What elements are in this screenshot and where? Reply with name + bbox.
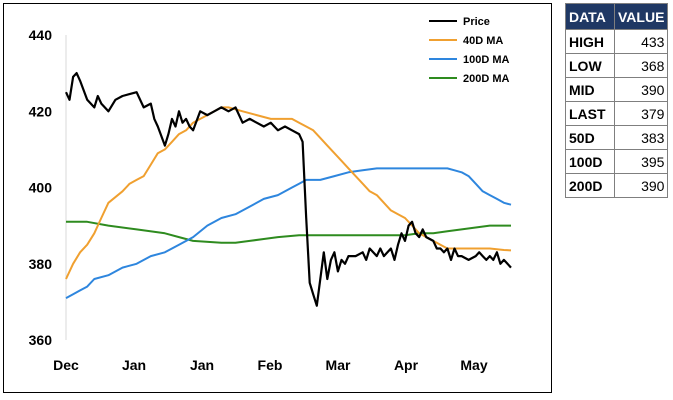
series-line-200d-ma — [66, 220, 511, 244]
row-value: 379 — [613, 101, 669, 126]
x-tick-label: May — [460, 357, 487, 373]
legend-label: 200D MA — [463, 73, 510, 85]
x-tick-label: Apr — [394, 357, 419, 373]
y-tick-label: 360 — [29, 332, 53, 348]
price-chart: 360 380 400 420 440 Dec Jan Jan Feb Mar Apr May Pric… — [29, 16, 512, 373]
y-tick-label: 380 — [29, 256, 53, 272]
series-line-40d-ma — [65, 106, 512, 280]
y-tick-label: 400 — [29, 180, 53, 196]
row-label: 50D — [565, 125, 615, 150]
row-label: 200D — [565, 173, 615, 198]
table-row: 50D 383 — [565, 125, 669, 150]
table-row: MID 390 — [565, 77, 669, 102]
stats-table-header: DATA VALUE — [565, 3, 669, 30]
row-label: LOW — [565, 53, 615, 78]
series-line-price — [65, 72, 512, 307]
data-column-header: DATA — [565, 3, 615, 30]
row-label: LAST — [565, 101, 615, 126]
table-row: LOW 368 — [565, 53, 669, 78]
legend-label: 40D MA — [463, 35, 503, 47]
row-label: 100D — [565, 149, 615, 174]
row-value: 390 — [613, 77, 669, 102]
row-value: 368 — [613, 53, 669, 78]
table-row: HIGH 433 — [565, 29, 669, 54]
row-value: 390 — [613, 173, 669, 198]
series-line-100d-ma — [65, 167, 512, 299]
table-row: 200D 390 — [565, 173, 669, 198]
x-tick-label: Feb — [258, 357, 283, 373]
value-column-header: VALUE — [613, 3, 669, 30]
y-tick-label: 440 — [29, 27, 53, 43]
y-tick-label: 420 — [29, 103, 53, 119]
x-tick-label: Jan — [190, 357, 214, 373]
table-row: LAST 379 — [565, 101, 669, 126]
chart-container: 360 380 400 420 440 Dec Jan Jan Feb Mar Apr May Pric… — [3, 3, 552, 393]
row-value: 433 — [613, 29, 669, 54]
x-tick-label: Dec — [53, 357, 79, 373]
row-label: HIGH — [565, 29, 615, 54]
row-value: 383 — [613, 125, 669, 150]
row-value: 395 — [613, 149, 669, 174]
legend-label: Price — [463, 16, 490, 28]
legend-label: 100D MA — [463, 54, 510, 66]
row-label: MID — [565, 77, 615, 102]
stats-table: DATA VALUE HIGH 433 LOW 368 MID 390 LAST 379… — [565, 3, 669, 198]
table-row: 100D 395 — [565, 149, 669, 174]
x-tick-label: Jan — [122, 357, 146, 373]
x-tick-label: Mar — [326, 357, 351, 373]
